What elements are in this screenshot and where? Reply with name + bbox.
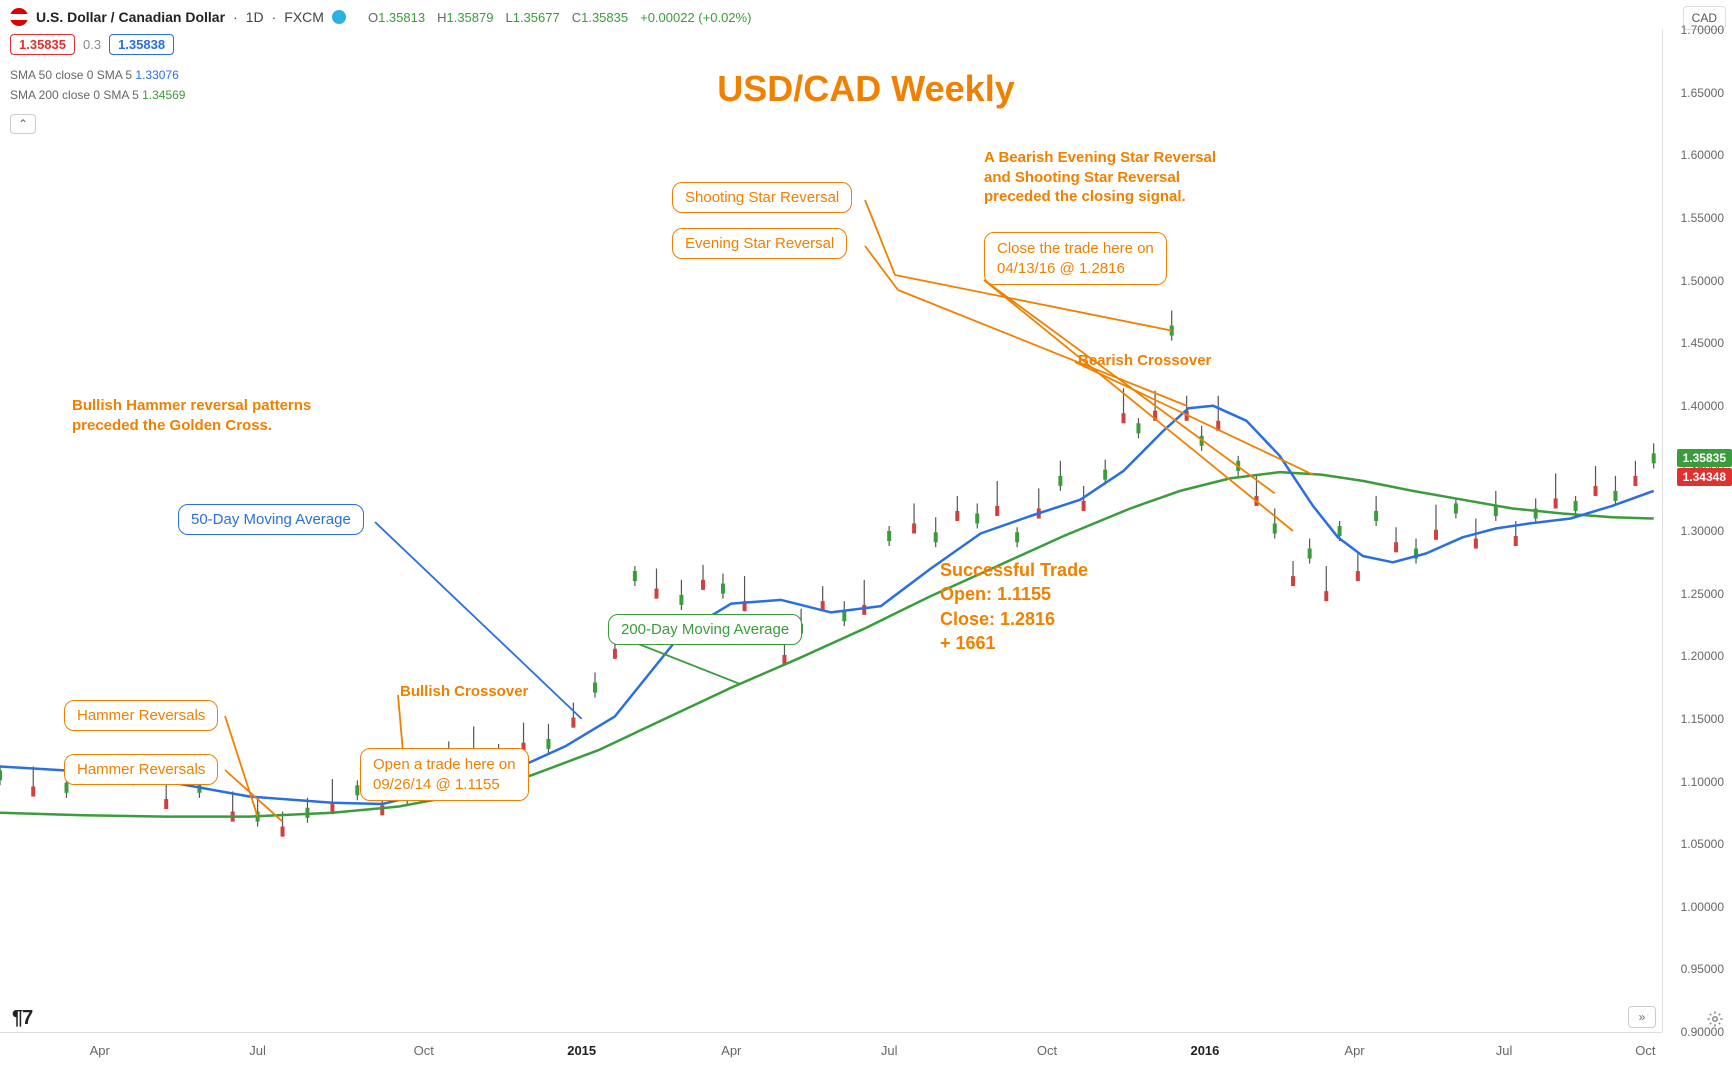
annotation-evening-star: Evening Star Reversal: [672, 228, 847, 259]
annotation-hammer2: Hammer Reversals: [64, 754, 218, 785]
settings-icon[interactable]: [1706, 1010, 1724, 1028]
annotation-bullish-crossover: Bullish Crossover: [400, 683, 528, 700]
price-badge: 1.34348: [1677, 468, 1732, 486]
x-axis[interactable]: AprJulOct2015AprJulOct2016AprJulOct: [0, 1032, 1662, 1072]
annotation-ma200: 200-Day Moving Average: [608, 614, 802, 645]
annotation-success: Successful Trade Open: 1.1155 Close: 1.2…: [940, 558, 1088, 655]
annotation-bullish-text: Bullish Hammer reversal patterns precede…: [72, 396, 311, 435]
price-chart[interactable]: [0, 0, 1732, 1072]
annotation-close-trade: Close the trade here on 04/13/16 @ 1.281…: [984, 232, 1167, 285]
tradingview-logo-icon: ¶7: [12, 1007, 32, 1030]
annotation-hammer1: Hammer Reversals: [64, 700, 218, 731]
price-badge: 1.35835: [1677, 449, 1732, 467]
annotation-ma50: 50-Day Moving Average: [178, 504, 364, 535]
scroll-right-button[interactable]: »: [1628, 1006, 1656, 1028]
annotation-bearish-crossover: Bearish Crossover: [1078, 352, 1211, 369]
y-axis[interactable]: 0.900000.950001.000001.050001.100001.150…: [1662, 30, 1732, 1032]
annotation-bearish-text: A Bearish Evening Star Reversal and Shoo…: [984, 148, 1216, 207]
annotation-open-trade: Open a trade here on 09/26/14 @ 1.1155: [360, 748, 529, 801]
annotation-shooting-star: Shooting Star Reversal: [672, 182, 852, 213]
